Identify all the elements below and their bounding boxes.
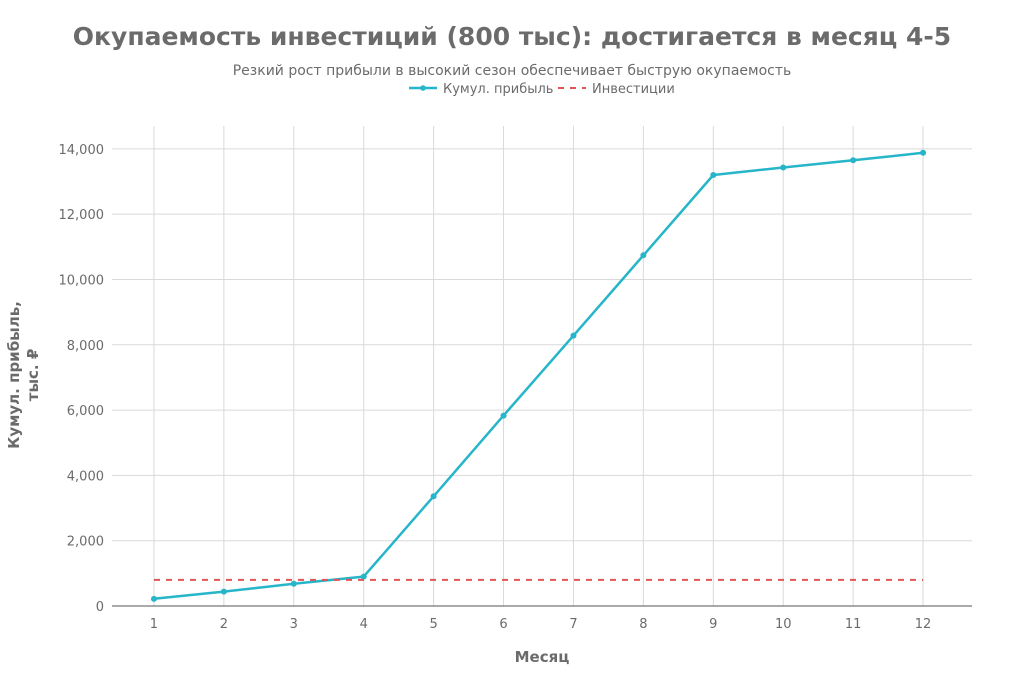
x-grid — [153, 126, 924, 606]
series-point[interactable] — [500, 412, 507, 419]
x-tick-label: 10 — [775, 617, 792, 632]
series-point[interactable] — [850, 157, 857, 164]
series-point[interactable] — [220, 588, 227, 595]
x-axis-title: Месяц — [515, 648, 570, 666]
series-point[interactable] — [640, 252, 647, 259]
series-line-0 — [153, 151, 924, 601]
y-tick-label: 4,000 — [67, 469, 104, 484]
series-point[interactable] — [430, 493, 437, 500]
legend-item-investment[interactable]: Инвестиции — [558, 82, 675, 97]
chart-subtitle: Резкий рост прибыли в высокий сезон обес… — [233, 63, 792, 79]
series-point[interactable] — [570, 332, 577, 339]
y-tick-label: 2,000 — [67, 535, 104, 550]
series-point[interactable] — [710, 171, 717, 178]
x-tick-label: 4 — [360, 617, 368, 632]
x-tick-label: 1 — [150, 617, 158, 632]
y-tick-label: 0 — [96, 600, 104, 615]
y-tick-label: 12,000 — [59, 208, 105, 223]
legend-profit-label: Кумул. прибыль — [443, 82, 553, 97]
series-point[interactable] — [150, 595, 157, 602]
x-tick-label: 6 — [499, 617, 507, 632]
y-tick-labels: 0 2,000 4,000 6,000 8,000 10,000 12,000 14,000 — [59, 143, 105, 615]
series-point[interactable] — [920, 149, 927, 156]
y-tick-label: 14,000 — [59, 143, 105, 158]
series-point[interactable] — [780, 164, 787, 171]
y-axis-title: Кумул. прибыль, тыс. ₽ — [5, 301, 42, 449]
y-axis-title-line-1: Кумул. прибыль, — [5, 301, 23, 449]
legend-item-profit[interactable]: Кумул. прибыль — [409, 82, 553, 97]
x-tick-label: 3 — [290, 617, 298, 632]
series-point[interactable] — [290, 580, 297, 587]
x-tick-label: 8 — [639, 617, 647, 632]
legend-investment-label: Инвестиции — [592, 82, 675, 97]
x-tick-labels: 1 2 3 4 5 6 7 8 9 10 11 12 — [150, 617, 932, 632]
x-tick-label: 12 — [915, 617, 932, 632]
y-axis-title-line-2: тыс. ₽ — [24, 349, 42, 402]
x-tick-label: 9 — [709, 617, 717, 632]
x-tick-label: 2 — [220, 617, 228, 632]
y-tick-label: 8,000 — [67, 339, 104, 354]
series-point[interactable] — [360, 573, 367, 580]
chart-title: Окупаемость инвестиций (800 тыс): достиг… — [73, 22, 951, 51]
y-tick-label: 10,000 — [59, 273, 105, 288]
legend-profit-marker — [420, 85, 426, 91]
x-tick-label: 7 — [569, 617, 577, 632]
x-tick-label: 5 — [429, 617, 437, 632]
legend: Кумул. прибыль Инвестиции — [409, 82, 675, 97]
series-layer — [150, 149, 927, 602]
x-tick-label: 11 — [845, 617, 862, 632]
y-tick-label: 6,000 — [67, 404, 104, 419]
y-grid — [112, 148, 972, 542]
